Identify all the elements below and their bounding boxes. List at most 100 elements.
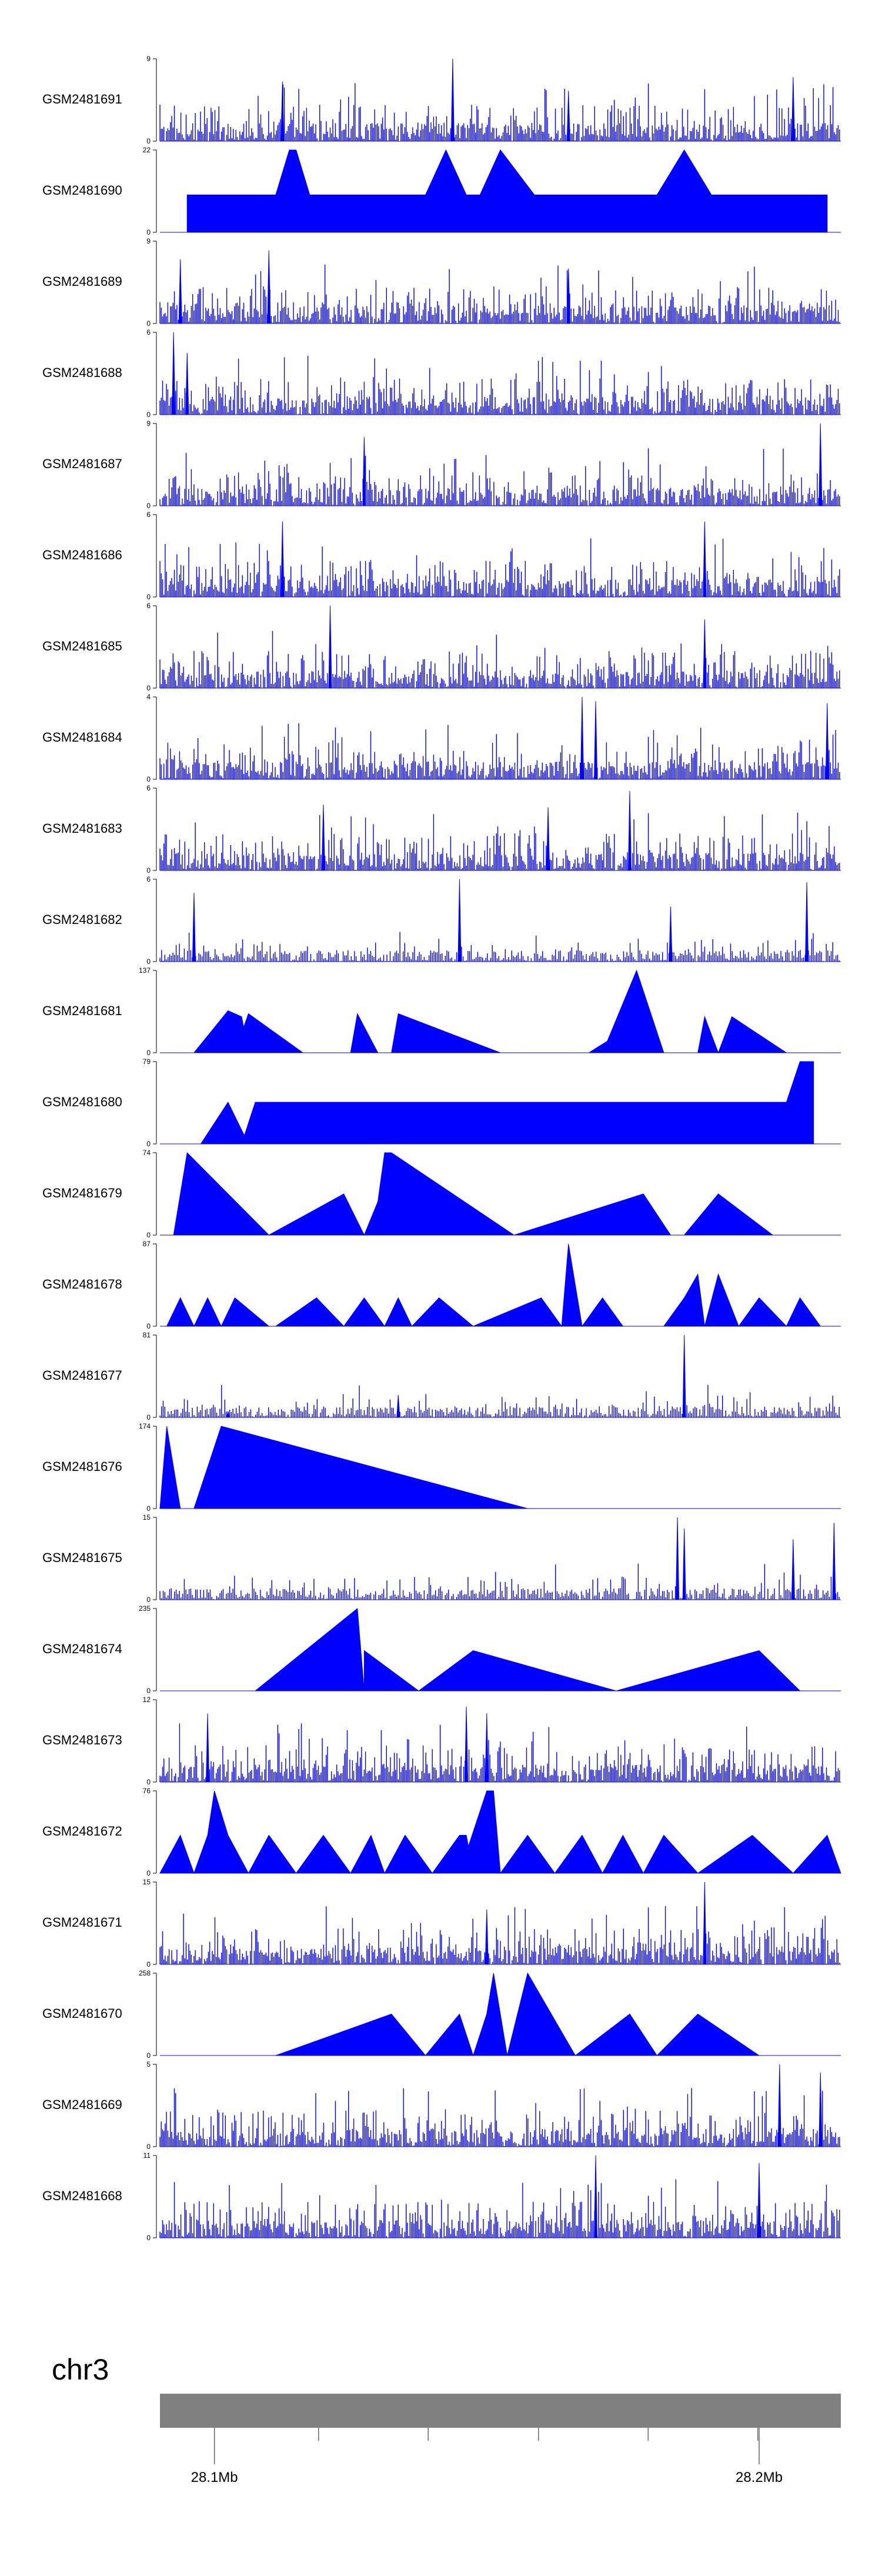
signal-area [200,1061,814,1144]
tick-label: 28.2Mb [736,2470,783,2485]
track-label: GSM2481679 [42,1186,122,1200]
signal-spike [682,1528,686,1600]
track-label: GSM2481672 [42,1824,122,1838]
y-max-label: 6 [146,329,151,336]
track-label: GSM2481674 [42,1641,122,1656]
signal-bars [159,264,840,323]
track-plot: 79 0 [143,1058,841,1148]
signal-spike [280,521,285,598]
signal-spike [267,250,271,324]
signal-spike [703,619,707,689]
track-plot: 60 [146,329,841,419]
signal-spike [566,268,570,324]
track-plot: 74 0 [143,1149,841,1239]
signal-spike [206,1713,210,1783]
track-plot: 12 0 [143,1696,841,1786]
signal-bars [159,538,840,597]
track-label: GSM2481676 [42,1459,122,1474]
track-label: GSM2481686 [42,548,122,562]
y-max-label: 87 [143,1240,151,1248]
track-label: GSM2481669 [42,2097,122,2112]
signal-spike [546,807,550,871]
y-min-label: 0 [146,1596,151,1604]
signal-spike [703,1881,707,1965]
track-label: GSM2481685 [42,639,122,653]
signal-spike [457,879,462,962]
signal-spike [566,91,570,142]
signal-spike [805,882,809,962]
y-max-label: 79 [143,1058,151,1066]
y-min-label: 0 [146,775,151,783]
y-max-label: 15 [143,1878,151,1886]
signal-area [159,1426,528,1509]
y-min-label: 0 [146,684,151,692]
signal-bars [159,1723,840,1782]
y-min-label: 0 [146,1049,151,1057]
track-label: GSM2481689 [42,274,122,289]
track-plot: 22 0 [143,146,841,236]
track-plot: 40 [146,693,841,783]
signal-bars [159,812,840,870]
y-max-label: 235 [139,1605,151,1613]
signal-spike [580,696,584,780]
y-max-label: 137 [139,967,151,975]
track-label: GSM2481680 [42,1095,122,1109]
track-label: GSM2481690 [42,183,122,198]
signal-spike [328,605,332,689]
y-max-label: 81 [143,1332,151,1339]
track-label: GSM2481673 [42,1733,122,1747]
track-plot: 76 0 [143,1787,841,1877]
track-label: GSM2481670 [42,2006,122,2021]
signal-spike [178,259,182,324]
track-label: GSM2481668 [42,2188,122,2203]
y-max-label: 9 [146,55,151,63]
signal-bars [159,2179,840,2238]
track-label: GSM2481691 [42,92,122,106]
track-label: GSM2481682 [42,912,122,927]
y-max-label: 76 [143,1787,151,1795]
track-label: GSM2481687 [42,456,122,471]
y-min-label: 0 [146,1322,151,1330]
signal-area [173,1152,774,1236]
signal-spike [682,1334,686,1418]
signal-spike [594,700,598,780]
y-min-label: 0 [146,2143,151,2151]
signal-area [159,1790,841,1874]
signal-spike [465,1706,469,1783]
y-min-label: 0 [146,1960,151,1968]
signal-bars [159,448,840,506]
track-plot: 258 0 [139,1970,841,2060]
y-max-label: 174 [139,1423,151,1430]
track-plot: 15 0 [143,1514,841,1604]
ideogram-axis: 28.1Mb 28.2Mb [160,2394,841,2485]
signal-spike [485,1909,489,1965]
y-max-label: 258 [139,1970,151,1977]
y-min-label: 0 [146,1778,151,1786]
signal-spike [676,1517,680,1600]
y-min-label: 0 [146,137,151,145]
tracks-container: GSM2481691 9 0 GSM2481690 22 0 GSM2481689 9 0 GSM… [42,55,841,2242]
track-plot: 60 [146,876,841,966]
track-plot: 11 0 [143,2152,841,2242]
signal-spike [818,2072,823,2147]
track-plot: 60 [146,602,841,692]
y-max-label: 6 [146,785,151,792]
signal-bars [159,83,840,141]
track-plot: 137 0 [139,967,841,1057]
y-min-label: 0 [146,411,151,419]
y-max-label: 4 [146,693,151,701]
y-max-label: 5 [146,2061,151,2068]
y-max-label: 22 [143,146,151,154]
signal-bars [159,932,840,962]
signal-spike [669,906,673,962]
signal-bars [159,630,840,688]
track-plot: 90 [146,55,841,145]
signal-spike [450,58,455,142]
track-plot: 90 [146,238,841,328]
track-plot: 60 [146,785,841,875]
track-plot: 60 [146,511,841,601]
track-label: GSM2481677 [42,1368,122,1383]
signal-spike [832,1523,836,1600]
signal-area [193,969,788,1054]
